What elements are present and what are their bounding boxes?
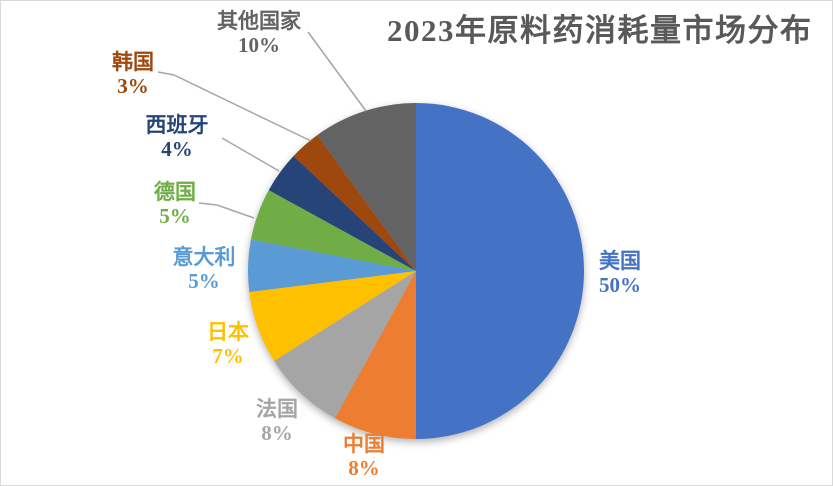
slice-label-japan-pct: 7% [212,344,244,368]
pie-slice-意大利 [247,239,416,293]
pie-slice-法国 [274,271,416,419]
slice-label-italy-name: 意大利 [172,245,236,269]
leader-line-other-countries [307,31,367,112]
slice-label-korea-pct: 3% [117,74,149,98]
pie-slice-韩国 [293,135,416,271]
slice-label-italy: 意大利 5% [173,245,236,293]
slice-label-china: 中国 8% [343,432,385,480]
slice-label-china-pct: 8% [348,456,380,480]
leader-lines-group [157,31,367,219]
pie-slice-德国 [250,190,416,271]
slice-label-germany: 德国 5% [154,180,196,228]
slice-label-italy-pct: 5% [188,269,220,293]
pie-slice-其他国家 [317,103,416,271]
pie-slice-美国 [416,103,584,439]
slice-label-france-pct: 8% [261,421,293,445]
slice-label-usa-pct: 50% [599,273,641,297]
slice-label-japan-name: 日本 [207,320,249,344]
pie-slice-西班牙 [268,156,416,271]
slice-label-japan: 日本 7% [207,320,249,368]
leader-line-germany [198,202,255,219]
leader-line-korea [157,71,312,142]
slice-label-usa: 美国 50% [599,249,641,297]
slice-label-spain: 西班牙 4% [146,113,209,161]
chart-title: 2023年原料药消耗量市场分布 [387,13,813,48]
slice-label-korea-name: 韩国 [112,50,154,74]
slice-label-other-countries: 其他国家 10% [217,9,301,57]
slice-label-korea: 韩国 3% [112,50,154,98]
slice-label-spain-pct: 4% [161,137,193,161]
slice-label-france: 法国 8% [256,397,298,445]
slice-label-france-name: 法国 [256,397,298,421]
slice-label-germany-name: 德国 [154,180,196,204]
slice-label-other-countries-name: 其他国家 [217,9,301,33]
slice-label-other-countries-pct: 10% [238,33,280,57]
pie-slice-中国 [335,271,416,439]
pie-slices-group [247,103,584,439]
slice-label-spain-name: 西班牙 [145,113,209,137]
slice-label-germany-pct: 5% [159,204,191,228]
leader-line-spain [221,137,280,172]
slice-label-usa-name: 美国 [599,249,641,273]
pie-slice-日本 [249,271,416,362]
slice-label-china-name: 中国 [343,432,385,456]
